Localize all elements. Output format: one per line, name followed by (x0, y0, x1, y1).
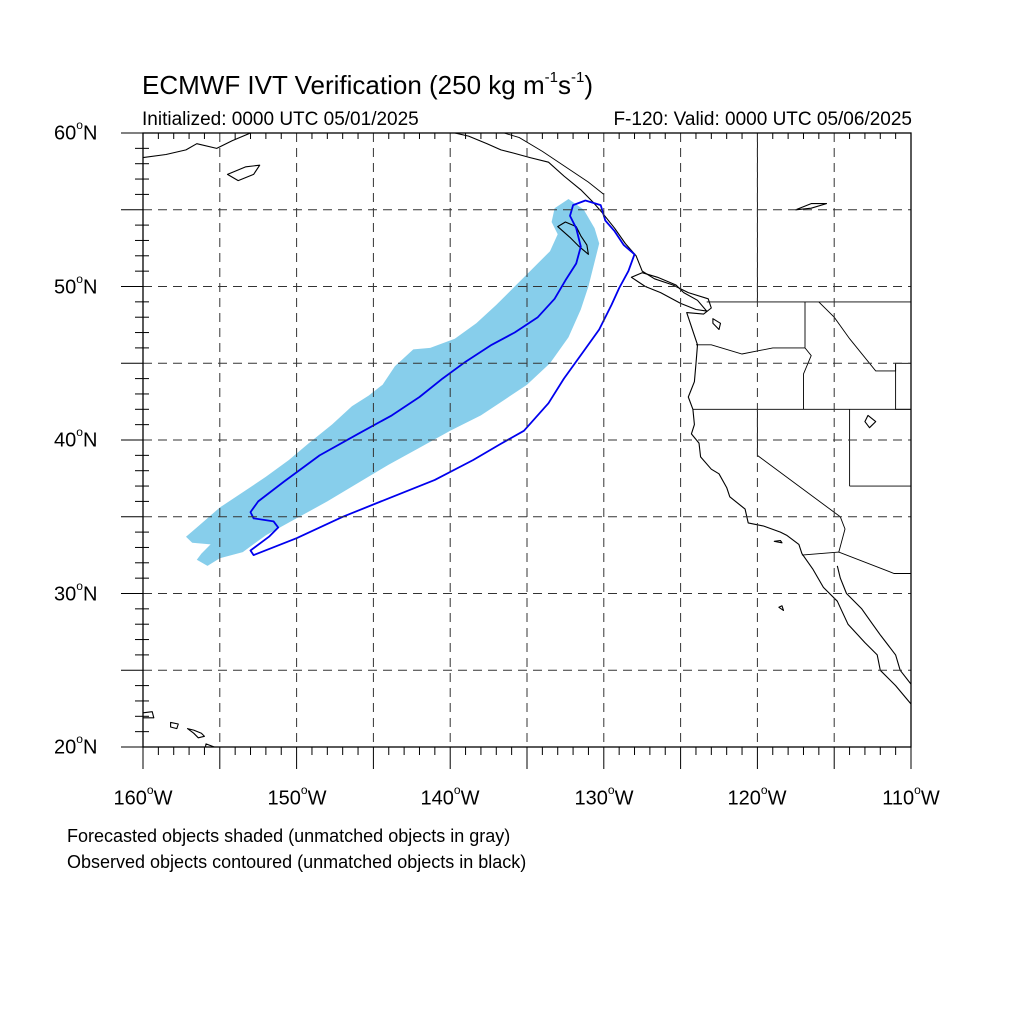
coastline-hawaii-island (186, 728, 205, 739)
observed-ivt-contour (249, 199, 636, 556)
coastline-kodiak-island (226, 164, 261, 182)
lon-label-120w: 120oW (727, 783, 787, 810)
title-text-mid: s (557, 70, 571, 100)
lake-or-island (712, 318, 722, 331)
title-text: ECMWF IVT Verification (250 kg m (142, 70, 545, 100)
coastline-north-america (454, 133, 911, 705)
lat-label-40: 40oN (54, 425, 98, 452)
coastline-hawaii-island (170, 721, 179, 730)
title-exponent-2: -1 (570, 69, 585, 87)
legend-note-observed: Observed objects contoured (unmatched ob… (67, 852, 527, 872)
lake-or-island (773, 539, 783, 544)
lon-label-130w: 130oW (574, 783, 634, 810)
coastline-haida-gwaii (557, 221, 589, 255)
chart-title: ECMWF IVT Verification (250 kg m-1s-1) (142, 69, 593, 101)
political-boundary (696, 344, 805, 355)
lon-label-110w: 110oW (882, 783, 940, 810)
lon-label-150w: 150oW (267, 783, 327, 810)
political-boundary (801, 551, 911, 574)
lake-or-island (864, 414, 877, 429)
political-boundary (503, 133, 605, 195)
title-exponent-1: -1 (544, 69, 558, 87)
coastline-gulf-of-california (836, 565, 911, 685)
political-boundary (818, 301, 911, 372)
political-boundary (756, 409, 846, 553)
title-text-end: ) (584, 70, 593, 100)
lat-label-60: 60oN (54, 118, 98, 145)
initialized-label: Initialized: 0000 UTC 05/01/2025 (142, 109, 419, 130)
lon-label-140w: 140oW (420, 783, 480, 810)
political-boundary (895, 363, 911, 410)
lake-or-island (778, 605, 785, 611)
lat-label-30: 30oN (54, 579, 98, 606)
lon-label-160w: 160oW (113, 783, 173, 810)
coastline-vancouver-island (630, 272, 708, 312)
coastline-alaska (143, 133, 251, 159)
coastline-hawaii-island (143, 711, 155, 719)
legend-note-forecast: Forecasted objects shaded (unmatched obj… (67, 826, 511, 846)
lake-or-island (795, 203, 828, 211)
political-boundary (803, 347, 812, 410)
lat-label-20: 20oN (54, 732, 98, 759)
lat-label-50: 50oN (54, 272, 98, 299)
forecast-ivt-object (186, 199, 600, 566)
valid-time-label: F-120: Valid: 0000 UTC 05/06/2025 (613, 109, 912, 130)
